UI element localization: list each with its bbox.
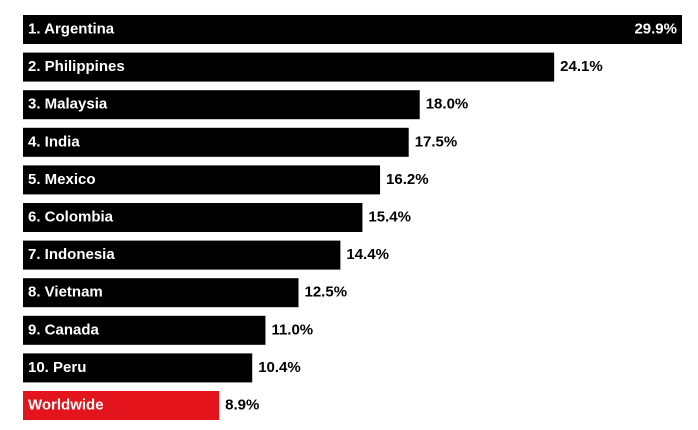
value-label: 17.5%: [415, 133, 458, 150]
value-label: 29.9%: [634, 20, 677, 37]
bar: [23, 315, 266, 345]
category-label: 6. Colombia: [28, 208, 114, 225]
value-label: 15.4%: [368, 208, 411, 225]
value-label: 12.5%: [305, 284, 348, 301]
bar: [23, 391, 220, 420]
bar: [23, 127, 409, 157]
bar: [23, 52, 555, 82]
value-label: 14.4%: [346, 246, 389, 263]
bar: [23, 353, 253, 383]
category-label: Worldwide: [28, 396, 104, 413]
bar: [23, 15, 682, 44]
category-label: 1. Argentina: [28, 20, 115, 37]
bar: [23, 165, 381, 195]
category-label: 4. India: [28, 133, 80, 150]
value-label: 18.0%: [426, 96, 469, 113]
value-label: 8.9%: [225, 396, 259, 413]
category-label: 3. Malaysia: [28, 96, 108, 113]
bar: [23, 203, 363, 232]
category-label: 8. Vietnam: [28, 284, 103, 301]
value-label: 16.2%: [386, 171, 429, 188]
bar: [23, 90, 420, 120]
category-label: 5. Mexico: [28, 171, 96, 188]
category-label: 2. Philippines: [28, 58, 125, 75]
category-label: 10. Peru: [28, 359, 86, 376]
value-label: 11.0%: [271, 321, 313, 338]
category-label: 7. Indonesia: [28, 246, 115, 263]
category-label: 9. Canada: [28, 321, 100, 338]
value-label: 10.4%: [258, 359, 301, 376]
bar: [23, 240, 341, 270]
value-label: 24.1%: [560, 58, 603, 75]
bar: [23, 278, 299, 308]
